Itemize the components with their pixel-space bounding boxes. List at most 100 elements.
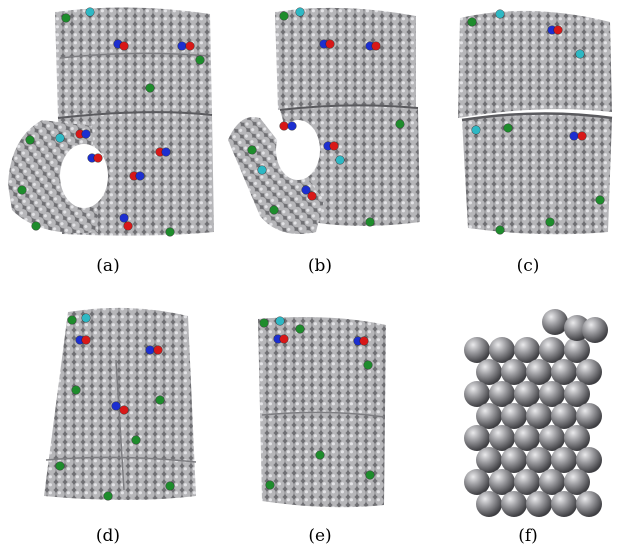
sphere: [564, 425, 590, 451]
sphere: [542, 309, 568, 335]
panel-c-atom-green: [595, 195, 605, 205]
panel-b-atom-red: [325, 39, 335, 49]
panel-a-atom-green: [61, 13, 71, 23]
panel-b: [220, 0, 430, 250]
panel-d-atom-green: [155, 395, 165, 405]
sphere: [476, 447, 502, 473]
panel-a-atom-blue: [161, 147, 171, 157]
sphere: [514, 425, 540, 451]
sphere: [564, 381, 590, 407]
panel-c: [440, 0, 620, 250]
panel-d-atom-blue: [111, 401, 121, 411]
panel-a-atom-cyan: [55, 133, 65, 143]
sphere: [539, 425, 565, 451]
sphere: [501, 491, 527, 517]
sphere: [551, 447, 577, 473]
panel-a: [0, 0, 215, 250]
panel-b-atom-green: [365, 217, 375, 227]
panel-e-render: [258, 316, 386, 508]
sphere: [514, 469, 540, 495]
sphere: [489, 337, 515, 363]
panel-b-atom-red: [329, 141, 339, 151]
panel-d-atom-blue: [145, 345, 155, 355]
panel-d-atom-green: [55, 461, 65, 471]
panel-e: [240, 305, 420, 520]
panel-a-atom-green: [145, 83, 155, 93]
panel-b-atom-blue: [287, 121, 297, 131]
panel-c-atom-cyan: [495, 9, 505, 19]
sphere: [489, 425, 515, 451]
panel-c-atom-green: [467, 17, 477, 27]
panel-e-atom-green: [363, 360, 373, 370]
panel-c-atom-green: [545, 217, 555, 227]
sphere: [464, 425, 490, 451]
sphere: [526, 447, 552, 473]
sphere: [489, 469, 515, 495]
panel-a-atom-green: [25, 135, 35, 145]
panel-a-atom-blue: [81, 129, 91, 139]
caption-f: (f): [518, 526, 538, 546]
panel-f: [455, 300, 615, 520]
panel-a-atom-green: [31, 221, 41, 231]
panel-d-atom-green: [67, 315, 77, 325]
panel-f-render: [464, 309, 608, 517]
sphere: [476, 491, 502, 517]
panel-a-atom-cyan: [85, 7, 95, 17]
panel-a-atom-blue: [119, 213, 129, 223]
panel-a-atom-green: [17, 185, 27, 195]
caption-e: (e): [308, 526, 332, 546]
panel-a-atom-red: [93, 153, 103, 163]
panel-e-atom-cyan: [275, 316, 285, 326]
sphere: [464, 469, 490, 495]
sphere: [501, 403, 527, 429]
sphere: [526, 403, 552, 429]
sphere: [564, 337, 590, 363]
panel-d-atom-red: [119, 405, 129, 415]
panel-e-atom-green: [315, 450, 325, 460]
panel-b-atom-red: [279, 121, 289, 131]
panel-f-spheres: [464, 309, 608, 517]
sphere: [526, 359, 552, 385]
panel-a-atom-red: [119, 41, 129, 51]
sphere: [576, 447, 602, 473]
panel-a-atom-green: [165, 227, 175, 237]
sphere: [539, 469, 565, 495]
panel-d-render: [44, 307, 197, 501]
panel-b-atom-cyan: [257, 165, 267, 175]
panel-b-atom-green: [247, 145, 257, 155]
panel-d-atom-green: [165, 481, 175, 491]
panel-e-atom-green: [259, 318, 269, 328]
panel-e-atom-green: [295, 324, 305, 334]
panel-e-atom-green: [365, 470, 375, 480]
panel-c-atom-red: [553, 25, 563, 35]
sphere: [464, 337, 490, 363]
sphere: [582, 317, 608, 343]
sphere: [514, 381, 540, 407]
sphere: [576, 491, 602, 517]
panel-c-atom-cyan: [575, 49, 585, 59]
panel-a-atom-green: [195, 55, 205, 65]
panel-b-atom-blue: [301, 185, 311, 195]
panel-b-atom-cyan: [335, 155, 345, 165]
panel-d-atom-green: [103, 491, 113, 501]
panel-a-atom-blue: [135, 171, 145, 181]
panel-c-render: [458, 9, 613, 235]
sphere: [489, 381, 515, 407]
sphere: [551, 359, 577, 385]
panel-d-atom-green: [131, 435, 141, 445]
caption-a: (a): [96, 256, 120, 276]
panel-c-atom-green: [495, 225, 505, 235]
sphere: [514, 337, 540, 363]
panel-e-atom-red: [359, 336, 369, 346]
panel-b-atom-green: [269, 205, 279, 215]
sphere: [551, 491, 577, 517]
sphere: [539, 381, 565, 407]
panel-b-atom-red: [371, 41, 381, 51]
panel-b-atom-green: [395, 119, 405, 129]
panel-b-atom-red: [307, 191, 317, 201]
panel-c-atom-red: [577, 131, 587, 141]
panel-e-atom-green: [265, 480, 275, 490]
sphere: [576, 403, 602, 429]
panel-b-render: [228, 7, 420, 234]
panel-c-atom-cyan: [471, 125, 481, 135]
